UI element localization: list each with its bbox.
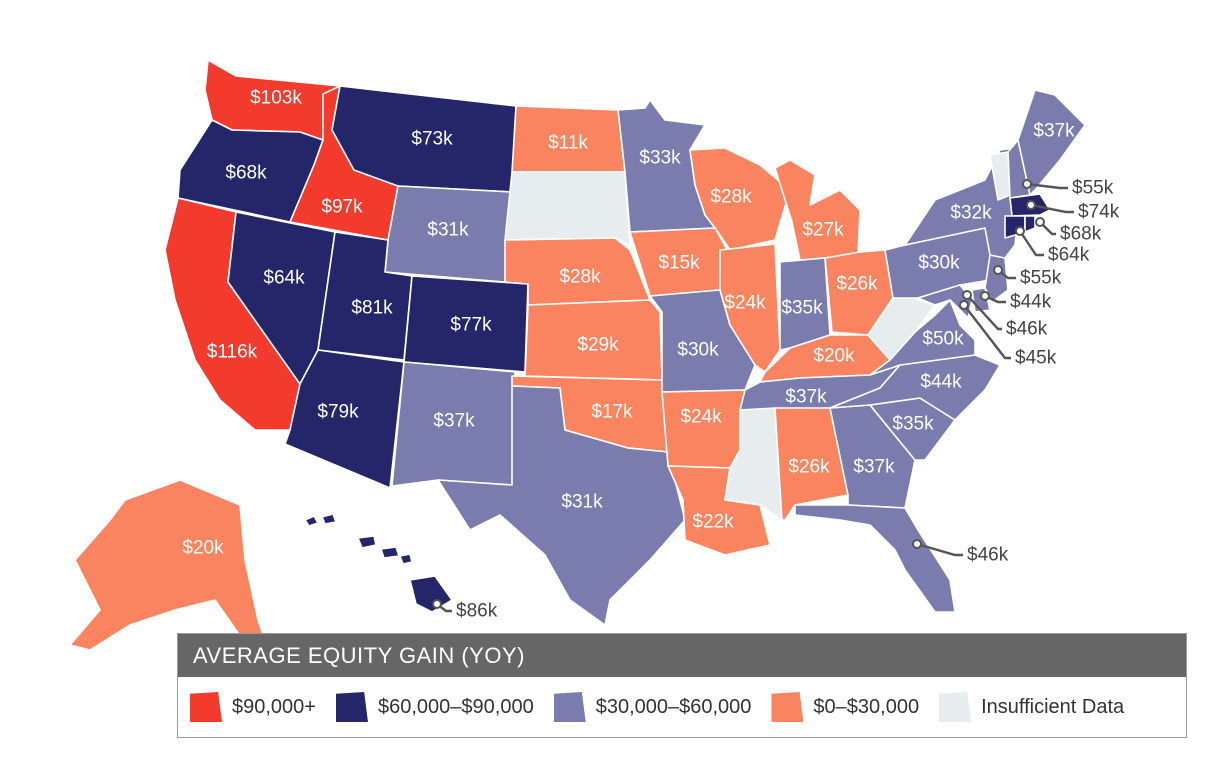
callout-line-ri	[1039, 221, 1056, 236]
state-label-me: $37k	[1033, 121, 1075, 142]
state-tx[interactable]	[437, 385, 686, 626]
state-label-hi: $86k	[456, 601, 498, 622]
legend-label: $60,000–$90,000	[377, 695, 534, 718]
state-ks[interactable]	[524, 299, 663, 381]
state-label-ar: $24k	[680, 407, 722, 428]
state-fl[interactable]	[794, 504, 956, 613]
state-label-nh: $55k	[1072, 178, 1114, 199]
callout-dot-de	[980, 291, 990, 301]
state-label-tx: $31k	[561, 492, 603, 513]
state-ri[interactable]	[1024, 215, 1036, 233]
state-label-ny: $32k	[950, 203, 992, 224]
state-ak[interactable]	[69, 479, 271, 656]
state-label-nm: $37k	[433, 411, 475, 432]
state-label-az: $79k	[317, 402, 359, 423]
legend-swatch	[190, 692, 222, 722]
state-label-il: $24k	[724, 293, 766, 314]
legend-item: $0–$30,000	[771, 692, 919, 722]
state-label-fl: $46k	[967, 545, 1009, 566]
legend-swatch	[771, 692, 804, 722]
legend-label: Insufficient Data	[981, 695, 1125, 718]
legend-label: $30,000–$60,000	[595, 695, 752, 718]
legend-label: $0–$30,000	[813, 695, 920, 718]
state-ar[interactable]	[661, 389, 746, 469]
state-label-al: $26k	[788, 457, 830, 478]
callout-dot-nj	[993, 265, 1003, 275]
state-label-ks: $29k	[577, 335, 619, 356]
state-label-nj: $55k	[1020, 268, 1062, 289]
legend-item: $30,000–$60,000	[553, 692, 752, 722]
state-label-nc: $44k	[920, 372, 962, 393]
state-label-dc: $45k	[1015, 348, 1057, 369]
state-label-la: $22k	[692, 512, 734, 533]
state-label-ak: $20k	[182, 538, 224, 559]
state-me[interactable]	[1017, 89, 1086, 196]
state-label-co: $77k	[450, 315, 492, 336]
callout-dot-fl	[912, 539, 922, 549]
state-label-nd: $11k	[548, 133, 588, 154]
legend-swatch	[335, 692, 368, 722]
state-label-sc: $35k	[892, 414, 934, 435]
legend-items: $90,000+ $60,000–$90,000 $30,000–$60,000 $0…	[178, 677, 1186, 737]
callout-dot-ma	[1026, 200, 1036, 210]
legend: AVERAGE EQUITY GAIN (YOY) $90,000+ $60,00…	[177, 633, 1187, 738]
state-mi[interactable]	[774, 159, 861, 261]
state-label-id: $97k	[321, 197, 363, 218]
state-il[interactable]	[719, 243, 781, 373]
legend-swatch	[553, 692, 586, 722]
callout-line-ma	[1030, 203, 1074, 214]
state-label-ga: $37k	[853, 457, 895, 478]
state-label-de: $44k	[1010, 292, 1052, 313]
legend-swatch	[939, 692, 972, 722]
callout-dot-hi	[432, 599, 442, 609]
legend-item: $60,000–$90,000	[335, 692, 534, 722]
state-label-ut: $81k	[351, 298, 393, 319]
state-label-ia: $15k	[658, 253, 700, 274]
state-wy[interactable]	[384, 185, 513, 283]
callout-line-ct	[1019, 230, 1044, 257]
callout-line-dc	[963, 304, 1011, 360]
state-sd[interactable]	[504, 171, 631, 246]
state-label-ct: $64k	[1048, 245, 1090, 266]
state-label-ma: $74k	[1078, 202, 1120, 223]
state-hi[interactable]	[304, 513, 453, 613]
state-label-wi: $28k	[710, 187, 752, 208]
state-label-ne: $28k	[559, 267, 601, 288]
state-label-mn: $33k	[639, 148, 681, 169]
state-label-ok: $17k	[591, 402, 633, 423]
state-label-wy: $31k	[427, 220, 469, 241]
state-label-md: $46k	[1006, 319, 1048, 340]
callout-dot-ct	[1015, 226, 1025, 236]
state-label-oh: $26k	[836, 274, 878, 295]
callout-dot-md	[962, 290, 972, 300]
callout-dot-dc	[959, 300, 969, 310]
callout-dot-ri	[1035, 217, 1045, 227]
state-label-mt: $73k	[411, 129, 453, 150]
callout-line-nh	[1026, 182, 1068, 190]
legend-item: $90,000+	[190, 692, 316, 722]
callout-dot-nh	[1022, 179, 1032, 189]
callout-line-md	[966, 294, 1002, 331]
state-md[interactable]	[917, 284, 973, 319]
state-label-ky: $20k	[813, 346, 855, 367]
legend-label: $90,000+	[232, 695, 316, 718]
legend-title: AVERAGE EQUITY GAIN (YOY)	[178, 634, 1186, 677]
state-label-ca: $116k	[207, 342, 258, 363]
callout-line-fl	[916, 542, 963, 557]
state-label-wa: $103k	[250, 88, 302, 109]
legend-item: Insufficient Data	[939, 692, 1124, 722]
state-label-ri: $68k	[1060, 224, 1102, 245]
state-label-nv: $64k	[263, 268, 305, 289]
state-label-in: $35k	[781, 298, 823, 319]
state-label-or: $68k	[225, 163, 267, 184]
state-label-tn: $37k	[785, 387, 827, 408]
state-label-mo: $30k	[677, 340, 719, 361]
state-label-mi: $27k	[802, 220, 844, 241]
state-wi[interactable]	[689, 147, 791, 251]
state-label-va: $50k	[922, 329, 964, 350]
state-label-pa: $30k	[918, 253, 960, 274]
